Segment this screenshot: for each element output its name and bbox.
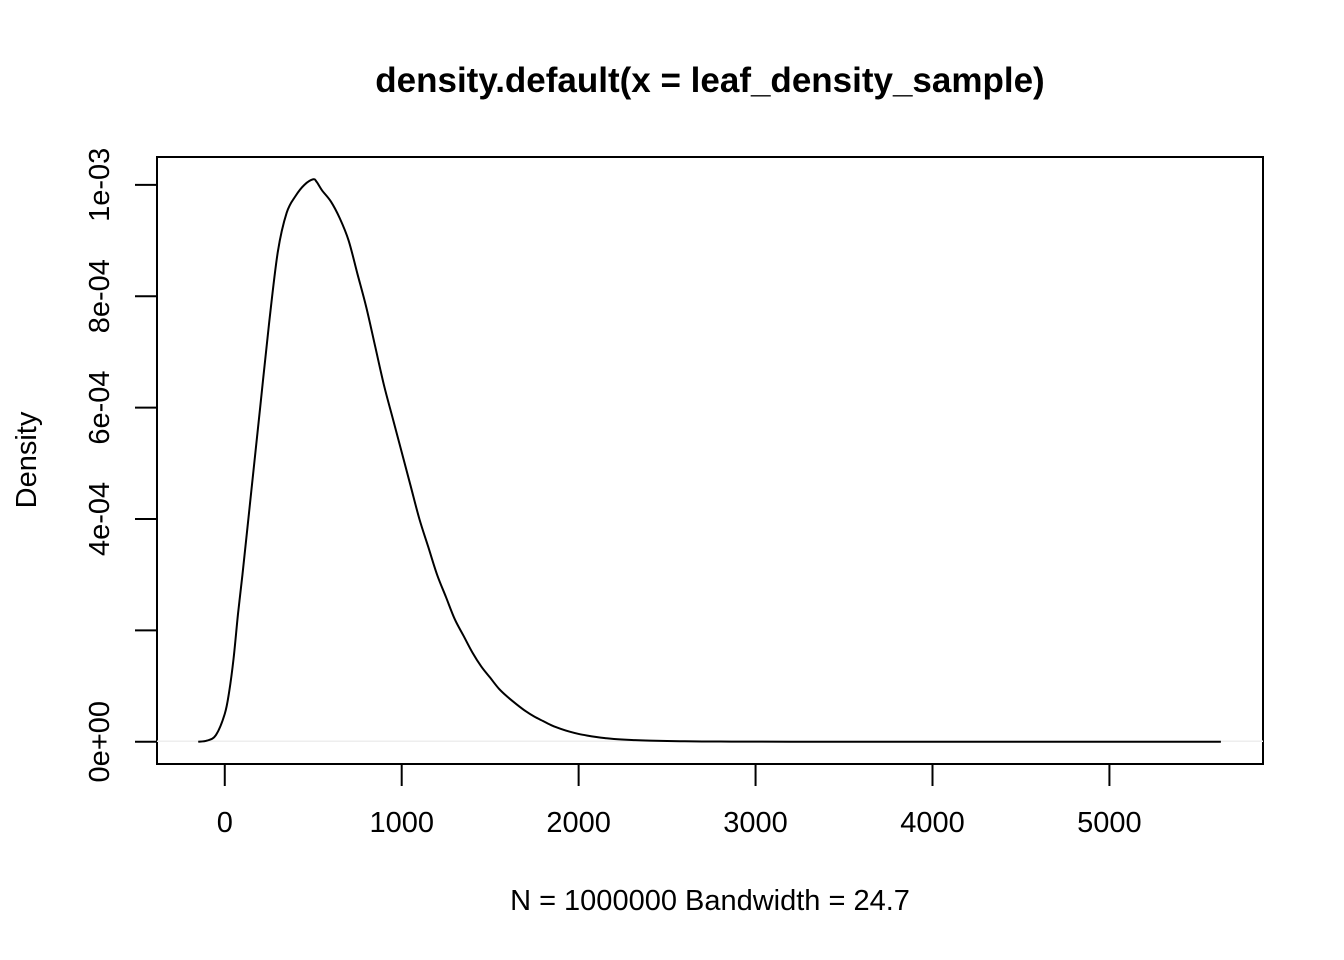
plot-frame [156,156,1264,765]
x-tick-label: 1000 [369,807,434,839]
y-tick-label: 1e-03 [84,148,116,222]
y-axis-label: Density [11,411,43,508]
y-tick-label: 0e+00 [84,701,116,782]
density-curve [198,178,1221,743]
y-axis: 0e+00 4e-04 6e-04 8e-04 1e-03 [84,148,157,782]
x-tick-label: 5000 [1077,807,1142,839]
x-axis: 0 1000 2000 3000 4000 5000 [217,764,1142,839]
x-tick-label: 2000 [546,807,611,839]
x-tick-label: 3000 [723,807,788,839]
y-tick-label: 4e-04 [84,482,116,556]
x-tick-label: 0 [217,807,233,839]
x-axis-label: N = 1000000 Bandwidth = 24.7 [510,885,910,917]
y-tick-label: 8e-04 [84,259,116,333]
chart-title: density.default(x = leaf_density_sample) [375,61,1044,100]
x-tick-label: 4000 [900,807,965,839]
y-tick-label: 6e-04 [84,371,116,445]
